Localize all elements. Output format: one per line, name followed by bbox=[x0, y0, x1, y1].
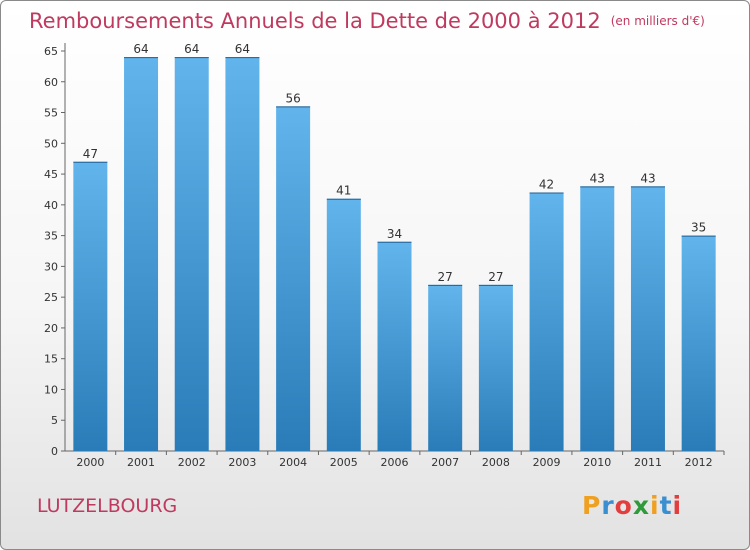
data-label: 43 bbox=[590, 171, 605, 185]
y-tick-label: 15 bbox=[44, 353, 58, 366]
y-tick-label: 30 bbox=[44, 260, 58, 273]
x-tick-label: 2008 bbox=[482, 456, 510, 469]
x-tick-label: 2007 bbox=[431, 456, 459, 469]
chart-unit: (en milliers d'€) bbox=[610, 14, 705, 28]
x-tick-label: 2005 bbox=[330, 456, 358, 469]
data-label: 43 bbox=[640, 171, 655, 185]
data-label: 41 bbox=[336, 184, 351, 198]
x-tick-label: 2009 bbox=[533, 456, 561, 469]
x-tick-label: 2000 bbox=[76, 456, 104, 469]
x-tick-label: 2004 bbox=[279, 456, 307, 469]
logo-letter: o bbox=[614, 491, 633, 520]
data-label: 47 bbox=[83, 147, 98, 161]
data-label: 64 bbox=[133, 42, 148, 56]
bar bbox=[124, 57, 159, 452]
data-label: 64 bbox=[184, 42, 199, 56]
y-tick-label: 45 bbox=[44, 168, 58, 181]
bar bbox=[377, 241, 412, 451]
bar bbox=[174, 57, 209, 452]
y-tick-label: 0 bbox=[51, 445, 58, 458]
x-tick-label: 2012 bbox=[685, 456, 713, 469]
y-tick-label: 50 bbox=[44, 137, 58, 150]
chart-title-text: Remboursements Annuels de la Dette de 20… bbox=[29, 9, 601, 33]
data-label: 35 bbox=[691, 221, 706, 235]
y-tick-label: 40 bbox=[44, 199, 58, 212]
x-tick-label: 2006 bbox=[381, 456, 409, 469]
axes: 0 5 10 15 20 25 30 35 40 45 50 55 60 65 2000 2001 2002 20… bbox=[44, 43, 725, 469]
bars: 47 64 64 64 56 41 34 27 27 42 43 43 35 bbox=[73, 42, 716, 452]
y-tick-label: 55 bbox=[44, 107, 58, 120]
x-tick-label: 2003 bbox=[228, 456, 256, 469]
logo-letter: i bbox=[672, 491, 683, 520]
bar bbox=[73, 161, 108, 451]
data-label: 64 bbox=[235, 42, 250, 56]
bar bbox=[326, 198, 361, 451]
x-tick-label: 2001 bbox=[127, 456, 155, 469]
bar bbox=[428, 284, 463, 451]
bar bbox=[225, 57, 260, 452]
data-label: 27 bbox=[488, 270, 503, 284]
bar bbox=[681, 235, 716, 451]
data-label: 34 bbox=[387, 227, 402, 241]
y-tick-label: 35 bbox=[44, 230, 58, 243]
y-tick-label: 65 bbox=[44, 45, 58, 58]
data-label: 42 bbox=[539, 178, 554, 192]
y-tick-label: 20 bbox=[44, 322, 58, 335]
y-tick-label: 60 bbox=[44, 76, 58, 89]
city-name: LUTZELBOURG bbox=[37, 495, 178, 517]
x-tick-label: 2002 bbox=[178, 456, 206, 469]
proxiti-logo: Proxiti bbox=[582, 491, 682, 520]
logo-letter: x bbox=[632, 491, 650, 520]
bar bbox=[580, 186, 615, 451]
bar bbox=[276, 106, 311, 451]
chart-title: Remboursements Annuels de la Dette de 20… bbox=[29, 9, 705, 33]
bar bbox=[529, 192, 564, 452]
y-tick-label: 5 bbox=[51, 414, 58, 427]
logo-letter: i bbox=[650, 491, 660, 520]
logo-letter: r bbox=[601, 491, 615, 520]
data-label: 56 bbox=[285, 91, 300, 105]
data-label: 27 bbox=[438, 270, 453, 284]
bar bbox=[478, 284, 513, 451]
x-tick-label: 2010 bbox=[583, 456, 611, 469]
logo-letter: P bbox=[582, 491, 602, 520]
y-tick-label: 10 bbox=[44, 383, 58, 396]
logo-letter: t bbox=[659, 491, 673, 520]
bar bbox=[630, 186, 665, 451]
x-tick-label: 2011 bbox=[634, 456, 662, 469]
y-tick-label: 25 bbox=[44, 291, 58, 304]
